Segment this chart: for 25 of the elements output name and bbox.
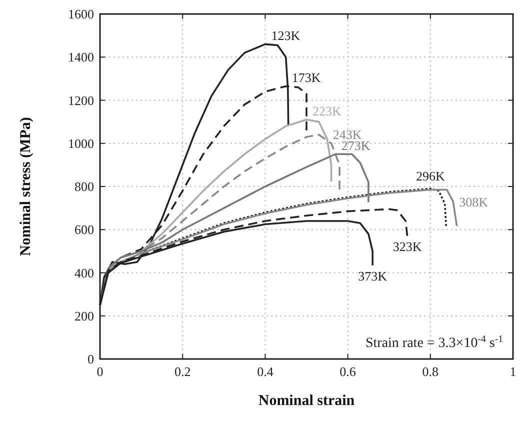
y-tick-label: 1200: [68, 92, 94, 108]
y-tick-label: 1600: [68, 6, 94, 22]
x-tick-label: 0.4: [257, 364, 274, 379]
y-axis-title: Nominal stress (MPa): [18, 117, 34, 256]
x-tick-label: 0.2: [174, 364, 191, 379]
y-tick-label: 0: [88, 352, 94, 367]
y-tick-label: 1000: [68, 136, 94, 151]
legend-label: 123K: [271, 28, 301, 44]
x-tick-label: 0: [96, 364, 104, 379]
annotation: Strain rate = 3.3×10$^{-4}$ s$^{-1}$: [365, 334, 504, 351]
x-tick-label: 1: [510, 364, 516, 379]
y-tick-label: 400: [74, 265, 94, 280]
series-label: 323K: [392, 238, 422, 254]
x-tick-label: 0.6: [340, 364, 356, 379]
y-tick-label: 200: [74, 308, 94, 324]
y-tick-label: 1400: [68, 50, 94, 65]
y-tick-label: 600: [74, 222, 94, 238]
series-label: 223K: [312, 104, 342, 119]
series-label: 373K: [358, 268, 388, 284]
series-label: 308K: [459, 194, 489, 210]
y-tick-label: 800: [74, 179, 94, 194]
series-label: 296K: [416, 168, 446, 184]
series-label: 173K: [292, 70, 322, 86]
x-axis-title: Nominal strain: [258, 393, 356, 409]
x-tick-label: 0.8: [422, 364, 439, 379]
